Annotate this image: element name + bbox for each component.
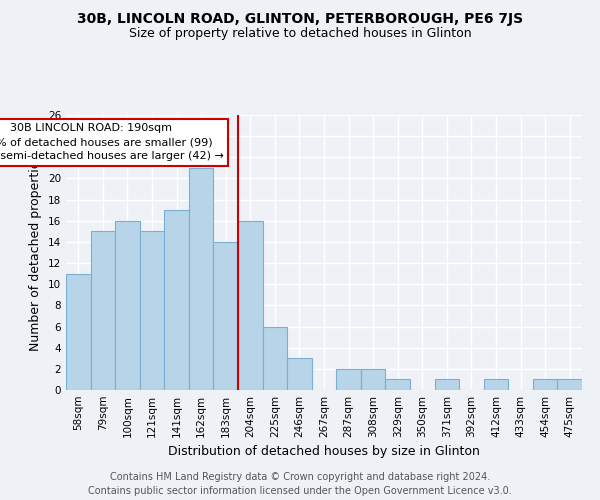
Text: Contains public sector information licensed under the Open Government Licence v3: Contains public sector information licen… bbox=[88, 486, 512, 496]
Bar bbox=[385, 380, 410, 390]
Text: Size of property relative to detached houses in Glinton: Size of property relative to detached ho… bbox=[128, 28, 472, 40]
Text: 30B LINCOLN ROAD: 190sqm
← 70% of detached houses are smaller (99)
30% of semi-d: 30B LINCOLN ROAD: 190sqm ← 70% of detach… bbox=[0, 124, 224, 162]
Bar bbox=[533, 380, 557, 390]
Bar bbox=[115, 221, 140, 390]
Bar bbox=[361, 369, 385, 390]
Bar bbox=[484, 380, 508, 390]
Text: 30B, LINCOLN ROAD, GLINTON, PETERBOROUGH, PE6 7JS: 30B, LINCOLN ROAD, GLINTON, PETERBOROUGH… bbox=[77, 12, 523, 26]
Bar bbox=[140, 232, 164, 390]
Bar bbox=[91, 232, 115, 390]
Y-axis label: Number of detached properties: Number of detached properties bbox=[29, 154, 43, 351]
Bar bbox=[287, 358, 312, 390]
Bar bbox=[434, 380, 459, 390]
Text: Contains HM Land Registry data © Crown copyright and database right 2024.: Contains HM Land Registry data © Crown c… bbox=[110, 472, 490, 482]
Bar bbox=[557, 380, 582, 390]
Bar bbox=[238, 221, 263, 390]
Bar bbox=[214, 242, 238, 390]
Bar bbox=[66, 274, 91, 390]
Bar bbox=[263, 326, 287, 390]
X-axis label: Distribution of detached houses by size in Glinton: Distribution of detached houses by size … bbox=[168, 446, 480, 458]
Bar bbox=[336, 369, 361, 390]
Bar bbox=[189, 168, 214, 390]
Bar bbox=[164, 210, 189, 390]
